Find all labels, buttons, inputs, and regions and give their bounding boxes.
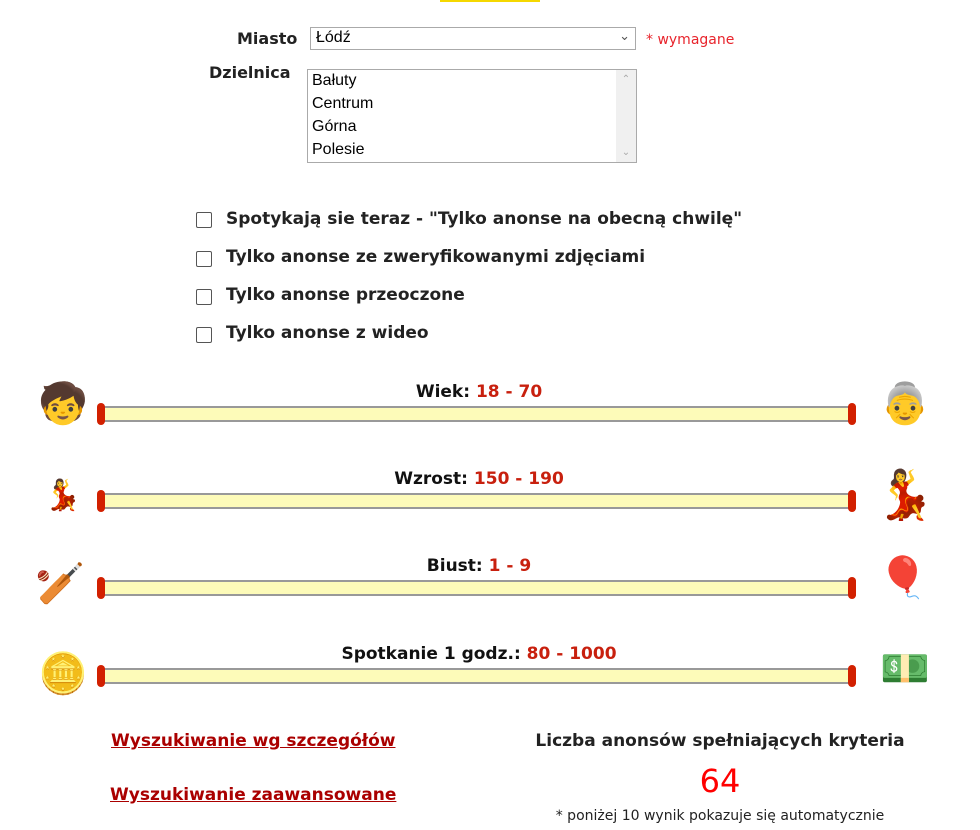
advanced-search-link[interactable]: Wyszukiwanie zaawansowane: [110, 785, 397, 805]
required-note: * wymagane: [646, 32, 735, 48]
height-max-handle[interactable]: [848, 490, 856, 512]
height-min-handle[interactable]: [97, 490, 105, 512]
tall-woman-icon: 💃: [875, 467, 935, 523]
results-count: 64: [699, 762, 741, 800]
height-slider-title: Wzrost: 150 - 190: [100, 469, 858, 489]
price-max-handle[interactable]: [848, 665, 856, 687]
city-select[interactable]: Łódź ⌄: [310, 27, 636, 50]
price-range: 80 - 1000: [526, 644, 617, 664]
district-option[interactable]: Polesie: [312, 141, 365, 158]
banknotes-icon: 💵: [880, 646, 930, 692]
price-label: Spotkanie 1 godz.:: [341, 644, 521, 664]
listbox-scrollbar[interactable]: ⌃ ⌄: [616, 70, 636, 162]
bust-slider-track[interactable]: [104, 580, 856, 596]
results-title: Liczba anonsów spełniających kryteria: [535, 731, 905, 751]
old-woman-icon: 👵: [880, 381, 930, 427]
age-range: 18 - 70: [475, 382, 543, 402]
age-slider-track[interactable]: [104, 406, 856, 422]
age-min-handle[interactable]: [97, 403, 105, 425]
city-value: Łódź: [316, 29, 351, 46]
age-label: Wiek:: [415, 382, 471, 402]
chevron-down-icon: ⌄: [619, 28, 630, 43]
height-slider-track[interactable]: [104, 493, 856, 509]
boy-icon: 🧒: [38, 381, 88, 427]
price-slider-title: Spotkanie 1 godz.: 80 - 1000: [100, 644, 858, 664]
checkbox-video[interactable]: [196, 327, 212, 343]
bust-min-handle[interactable]: [97, 577, 105, 599]
coins-icon: 🪙: [38, 651, 88, 697]
checkbox-video-label: Tylko anonse z wideo: [226, 323, 429, 343]
checkbox-now[interactable]: [196, 212, 212, 228]
district-label: Dzielnica: [209, 63, 291, 82]
price-min-handle[interactable]: [97, 665, 105, 687]
age-slider-title: Wiek: 18 - 70: [100, 382, 858, 402]
checkbox-verified-label: Tylko anonse ze zweryfikowanymi zdjęciam…: [226, 247, 646, 267]
bust-max-handle[interactable]: [848, 577, 856, 599]
balloons-icon: 🎈: [878, 555, 928, 601]
top-accent-bar: [440, 0, 540, 2]
checkbox-verified[interactable]: [196, 251, 212, 267]
board-icon: 🏏: [35, 561, 85, 607]
district-option[interactable]: Centrum: [312, 95, 374, 112]
height-range: 150 - 190: [473, 469, 564, 489]
short-woman-icon: 💃: [44, 478, 82, 513]
city-label: Miasto: [237, 29, 298, 48]
age-max-handle[interactable]: [848, 403, 856, 425]
district-option[interactable]: Górna: [312, 118, 357, 135]
checkbox-now-label: Spotykają sie teraz - "Tylko anonse na o…: [226, 209, 743, 229]
district-option[interactable]: Bałuty: [312, 72, 357, 89]
bust-range: 1 - 9: [488, 556, 532, 576]
price-slider-track[interactable]: [104, 668, 856, 684]
district-listbox[interactable]: Bałuty Centrum Górna Polesie ⌃ ⌄: [307, 69, 637, 163]
results-note: * poniżej 10 wynik pokazuje się automaty…: [555, 808, 885, 824]
details-search-link[interactable]: Wyszukiwanie wg szczegółów: [111, 731, 396, 751]
bust-slider-title: Biust: 1 - 9: [100, 556, 858, 576]
checkbox-overlooked[interactable]: [196, 289, 212, 305]
bust-label: Biust:: [426, 556, 483, 576]
height-label: Wzrost:: [394, 469, 468, 489]
checkbox-overlooked-label: Tylko anonse przeoczone: [226, 285, 465, 305]
